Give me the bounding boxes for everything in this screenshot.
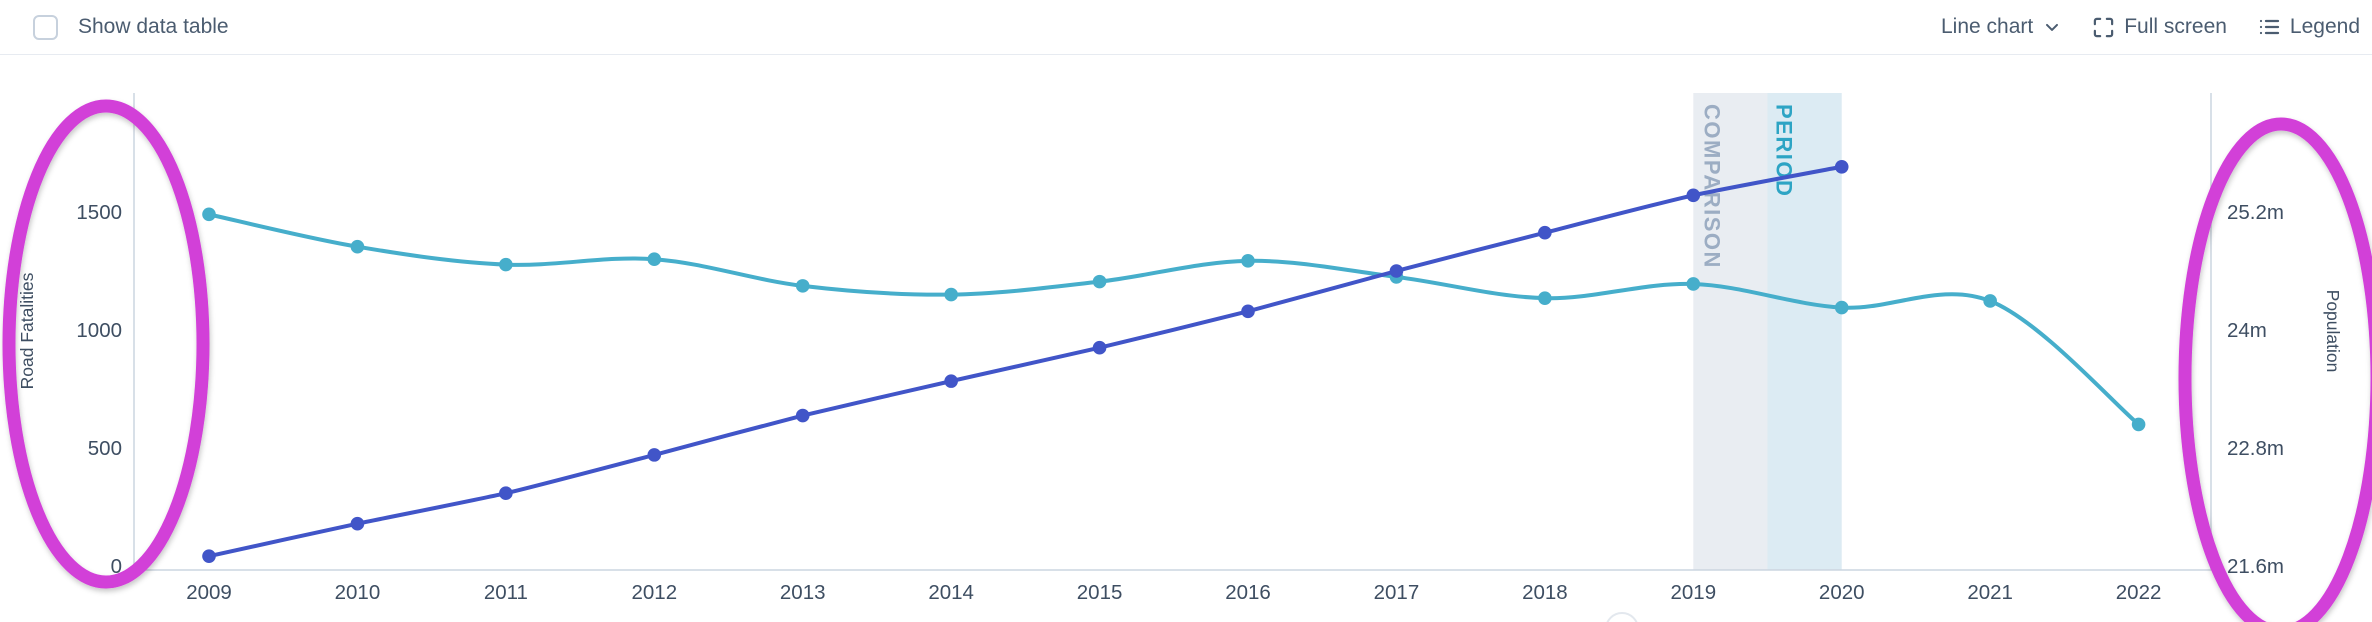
data-point[interactable] <box>1686 188 1701 203</box>
x-axis-tick-label: 2021 <box>1967 581 2013 604</box>
chart-type-label: Line chart <box>1940 15 2034 38</box>
full-screen-label: Full screen <box>2124 15 2227 38</box>
legend-label: Legend <box>2289 15 2360 38</box>
data-point[interactable] <box>1389 264 1404 278</box>
data-point[interactable] <box>1241 304 1255 319</box>
chevron-down-icon <box>2042 17 2062 37</box>
x-axis-tick-label: 2017 <box>1374 581 1420 604</box>
data-point[interactable] <box>202 549 216 563</box>
chart-toolbar: Show data table Line chart Full screen <box>0 0 2372 55</box>
right-axis-tick-label: 24m <box>2227 319 2267 342</box>
chart-type-dropdown[interactable]: Line chart <box>1941 15 2062 39</box>
data-point[interactable] <box>647 448 662 462</box>
right-axis-tick-label: 21.6m <box>2227 555 2284 578</box>
data-point[interactable] <box>1834 300 1849 315</box>
x-axis-tick-label: 2012 <box>631 581 677 604</box>
full-screen-button[interactable]: Full screen <box>2092 15 2227 39</box>
left-axis-tick-label: 1000 <box>76 319 122 342</box>
x-axis-tick-label: 2019 <box>1670 581 1716 604</box>
x-axis-tick-label: 2015 <box>1077 581 1123 604</box>
series-line-0 <box>207 212 2141 427</box>
show-data-table-checkbox[interactable] <box>33 14 58 40</box>
left-axis-tick-label: 500 <box>88 437 122 460</box>
data-point[interactable] <box>795 408 810 423</box>
fullscreen-icon <box>2092 16 2115 39</box>
data-point[interactable] <box>499 257 513 272</box>
data-point[interactable] <box>1834 159 1849 174</box>
data-point[interactable] <box>1538 291 1552 305</box>
x-axis-tick-label: 2013 <box>780 581 826 604</box>
data-point[interactable] <box>1092 274 1107 289</box>
data-point[interactable] <box>1241 254 1255 268</box>
data-point[interactable] <box>1092 340 1107 355</box>
data-point[interactable] <box>2131 417 2146 432</box>
right-axis-title: Population <box>2323 290 2343 373</box>
show-data-table-label: Show data table <box>78 15 229 38</box>
left-axis-tick-label: 0 <box>111 555 122 578</box>
x-axis-tick-label: 2009 <box>186 581 232 604</box>
plot-border <box>133 93 2212 571</box>
data-point[interactable] <box>1686 277 1701 291</box>
data-point[interactable] <box>350 239 365 254</box>
data-point[interactable] <box>944 374 958 388</box>
data-point[interactable] <box>499 486 513 501</box>
comparison-period-label-0: COMPARISON <box>1699 104 1724 269</box>
legend-toggle-button[interactable]: Legend <box>2257 15 2360 39</box>
data-point[interactable] <box>795 279 810 293</box>
right-axis-tick-label: 22.8m <box>2227 437 2284 460</box>
data-point[interactable] <box>350 516 365 531</box>
toolbar-right-controls: Line chart Full screen <box>1941 15 2360 39</box>
data-point[interactable] <box>1538 225 1552 240</box>
x-axis-tick-label: 2010 <box>335 581 381 604</box>
data-point[interactable] <box>944 287 958 302</box>
x-axis-tick-label: 2014 <box>928 581 974 604</box>
series-line-1 <box>207 164 1844 559</box>
data-point[interactable] <box>647 252 662 266</box>
x-axis-tick-label: 2020 <box>1819 581 1865 604</box>
comparison-band-left <box>1693 93 1768 570</box>
legend-list-icon <box>2257 15 2281 39</box>
left-axis-tick-label: 1500 <box>76 201 122 224</box>
annotation-ellipse-right-axis <box>2178 117 2372 622</box>
x-axis-tick-label: 2011 <box>484 581 528 604</box>
left-axis-title: Road Fatalities <box>17 272 37 389</box>
bottom-handle-circle <box>1606 612 1638 622</box>
x-axis-tick-label: 2018 <box>1522 581 1568 604</box>
data-point[interactable] <box>1983 294 1997 308</box>
annotation-ellipse-left-axis <box>2 99 210 589</box>
x-axis-tick-label: 2022 <box>2116 581 2162 604</box>
show-data-table-control: Show data table <box>33 14 229 40</box>
data-point[interactable] <box>202 207 216 222</box>
right-axis-tick-label: 25.2m <box>2227 201 2284 224</box>
x-axis-tick-label: 2016 <box>1225 581 1271 604</box>
comparison-period-label-1: PERIOD <box>1772 104 1797 197</box>
